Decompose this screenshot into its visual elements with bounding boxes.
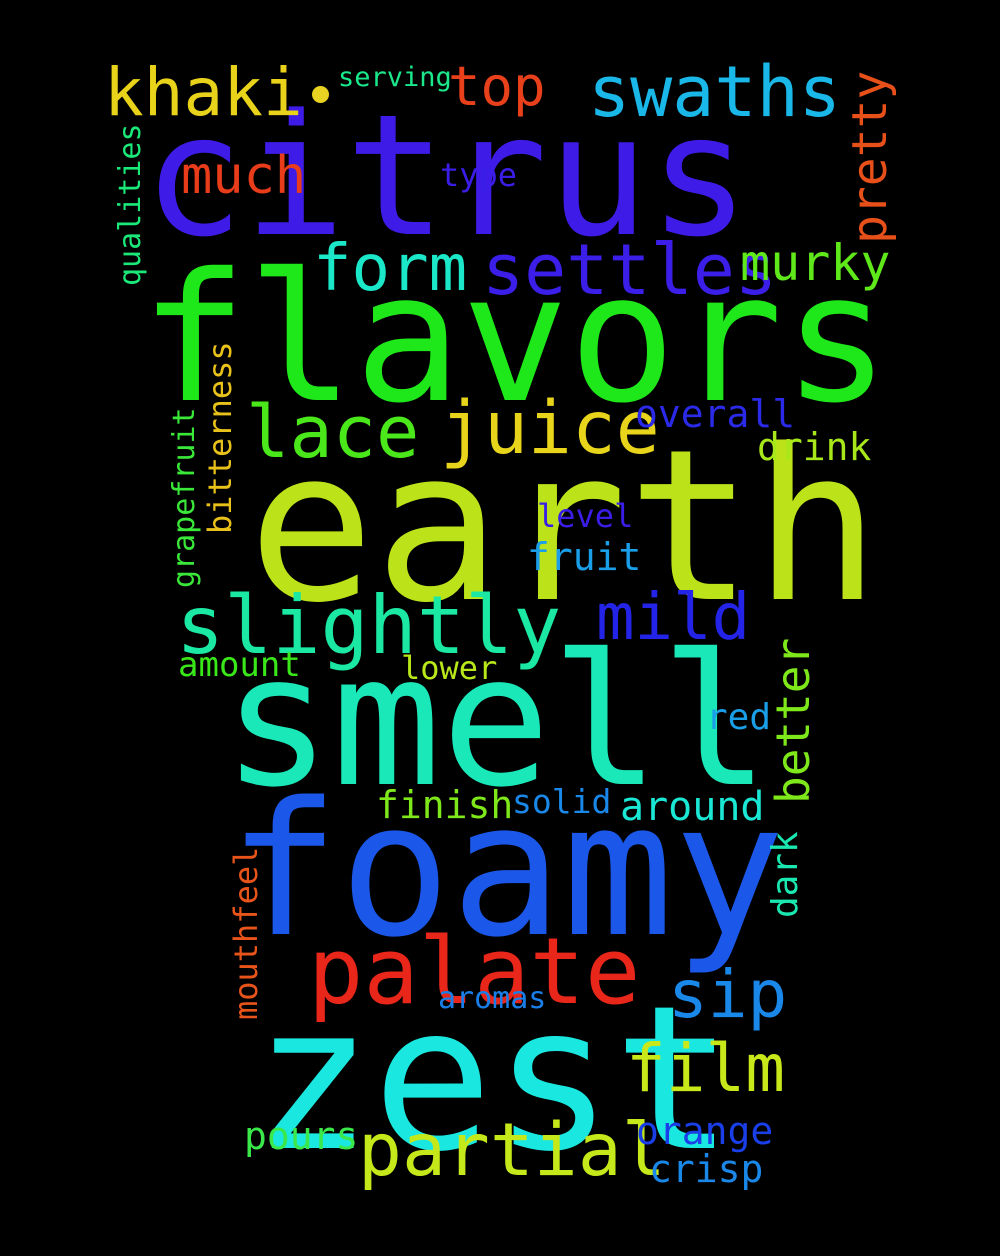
word-orange: orange (636, 1109, 774, 1153)
word-flavors: flavors (140, 235, 891, 442)
word-form: form (313, 232, 468, 306)
word-citrus: citrus (143, 78, 750, 274)
word-level: level (537, 497, 634, 535)
word-red: red (706, 697, 772, 738)
word-crisp: crisp (649, 1147, 764, 1191)
word-slightly: slightly (176, 579, 562, 672)
word-smell: smell (222, 615, 770, 827)
word-aromas: aromas (438, 981, 547, 1016)
word-better: better (766, 637, 820, 804)
word-top: top (448, 55, 546, 118)
word-pretty: pretty (842, 70, 898, 244)
word-solid: solid (512, 782, 612, 821)
word-type: type (440, 156, 518, 194)
word-overall: overall (635, 392, 796, 436)
word-swaths: swaths (588, 51, 841, 133)
word-grapefruit: grapefruit (167, 407, 202, 588)
word-around: around (620, 784, 765, 830)
word-khaki: khaki (104, 54, 303, 131)
word-palate: palate (308, 918, 641, 1025)
word-film: film (626, 1030, 785, 1107)
dot-mark (312, 86, 329, 103)
word-pours: pours (244, 1114, 359, 1158)
word-amount: amount (178, 645, 301, 685)
word-lower: lower (401, 649, 498, 687)
word-lace: lace (246, 390, 420, 474)
word-mild: mild (596, 581, 751, 655)
word-bitterness: bitterness (201, 341, 239, 534)
word-mouthfeel: mouthfeel (227, 846, 265, 1020)
word-earth: earth (248, 404, 881, 649)
word-dark: dark (765, 831, 806, 918)
word-drink: drink (757, 425, 872, 469)
word-partial: partial (358, 1108, 666, 1193)
word-murky: murky (740, 234, 891, 292)
word-foamy: foamy (228, 762, 785, 978)
word-serving: serving (338, 62, 452, 93)
word-zest: zest (252, 963, 734, 1196)
word-sip: sip (668, 956, 788, 1033)
word-finish: finish (376, 783, 514, 827)
word-much: much (181, 146, 307, 206)
word-settles: settles (482, 229, 778, 311)
word-juice: juice (440, 386, 660, 471)
word-qualities: qualities (113, 123, 148, 286)
word-fruit: fruit (527, 535, 642, 579)
